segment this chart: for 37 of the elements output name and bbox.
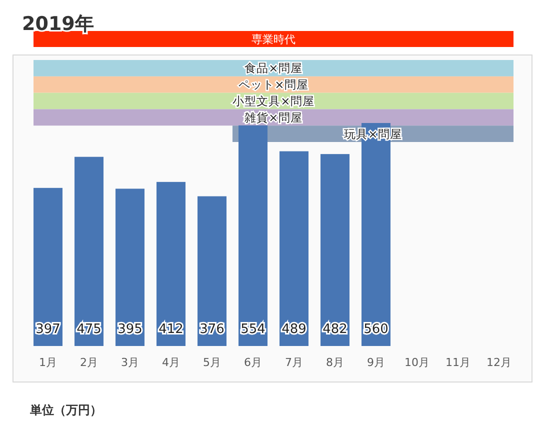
text: ペット×問屋 — [238, 78, 308, 92]
text: 小型文具×問屋 — [232, 94, 314, 108]
x-tick-label: 3月 — [121, 356, 139, 369]
x-tick-label: 4月 — [162, 356, 180, 369]
data-label: 489 — [282, 322, 306, 337]
x-tick-label: 8月 — [326, 356, 344, 369]
data-label: 554 — [240, 322, 266, 337]
x-tick-label: 10月 — [404, 356, 430, 369]
annotation: 雑貨×問屋 — [244, 110, 302, 124]
text: 食品×問屋 — [244, 61, 302, 76]
x-tick-label: 7月 — [285, 356, 303, 369]
x-tick-label: 12月 — [486, 356, 512, 369]
chart-title: 2019年 — [22, 13, 94, 35]
data-label: 482 — [322, 322, 348, 337]
data-label: 376 — [200, 322, 224, 337]
x-tick-label: 11月 — [446, 356, 470, 369]
bar — [320, 154, 350, 346]
x-tick-label: 5月 — [203, 356, 221, 369]
data-label: 395 — [118, 322, 142, 337]
x-tick-label: 6月 — [244, 356, 262, 369]
bar — [116, 188, 144, 346]
text: 単位（万円） — [29, 403, 102, 417]
x-tick-label: 1月 — [39, 356, 57, 369]
data-label: 475 — [76, 322, 102, 337]
x-tick-label: 2月 — [80, 356, 98, 369]
bar — [34, 188, 62, 346]
bar — [198, 196, 226, 346]
data-label: 412 — [158, 322, 184, 337]
bar — [280, 151, 308, 346]
annotation: 玩具×問屋 — [344, 126, 402, 141]
bar — [74, 156, 104, 346]
bar — [238, 125, 268, 346]
data-label: 560 — [364, 322, 388, 337]
bar — [156, 182, 186, 346]
data-label: 397 — [36, 322, 60, 337]
x-tick-label: 9月 — [367, 356, 385, 369]
text: 専業時代 — [252, 33, 296, 46]
